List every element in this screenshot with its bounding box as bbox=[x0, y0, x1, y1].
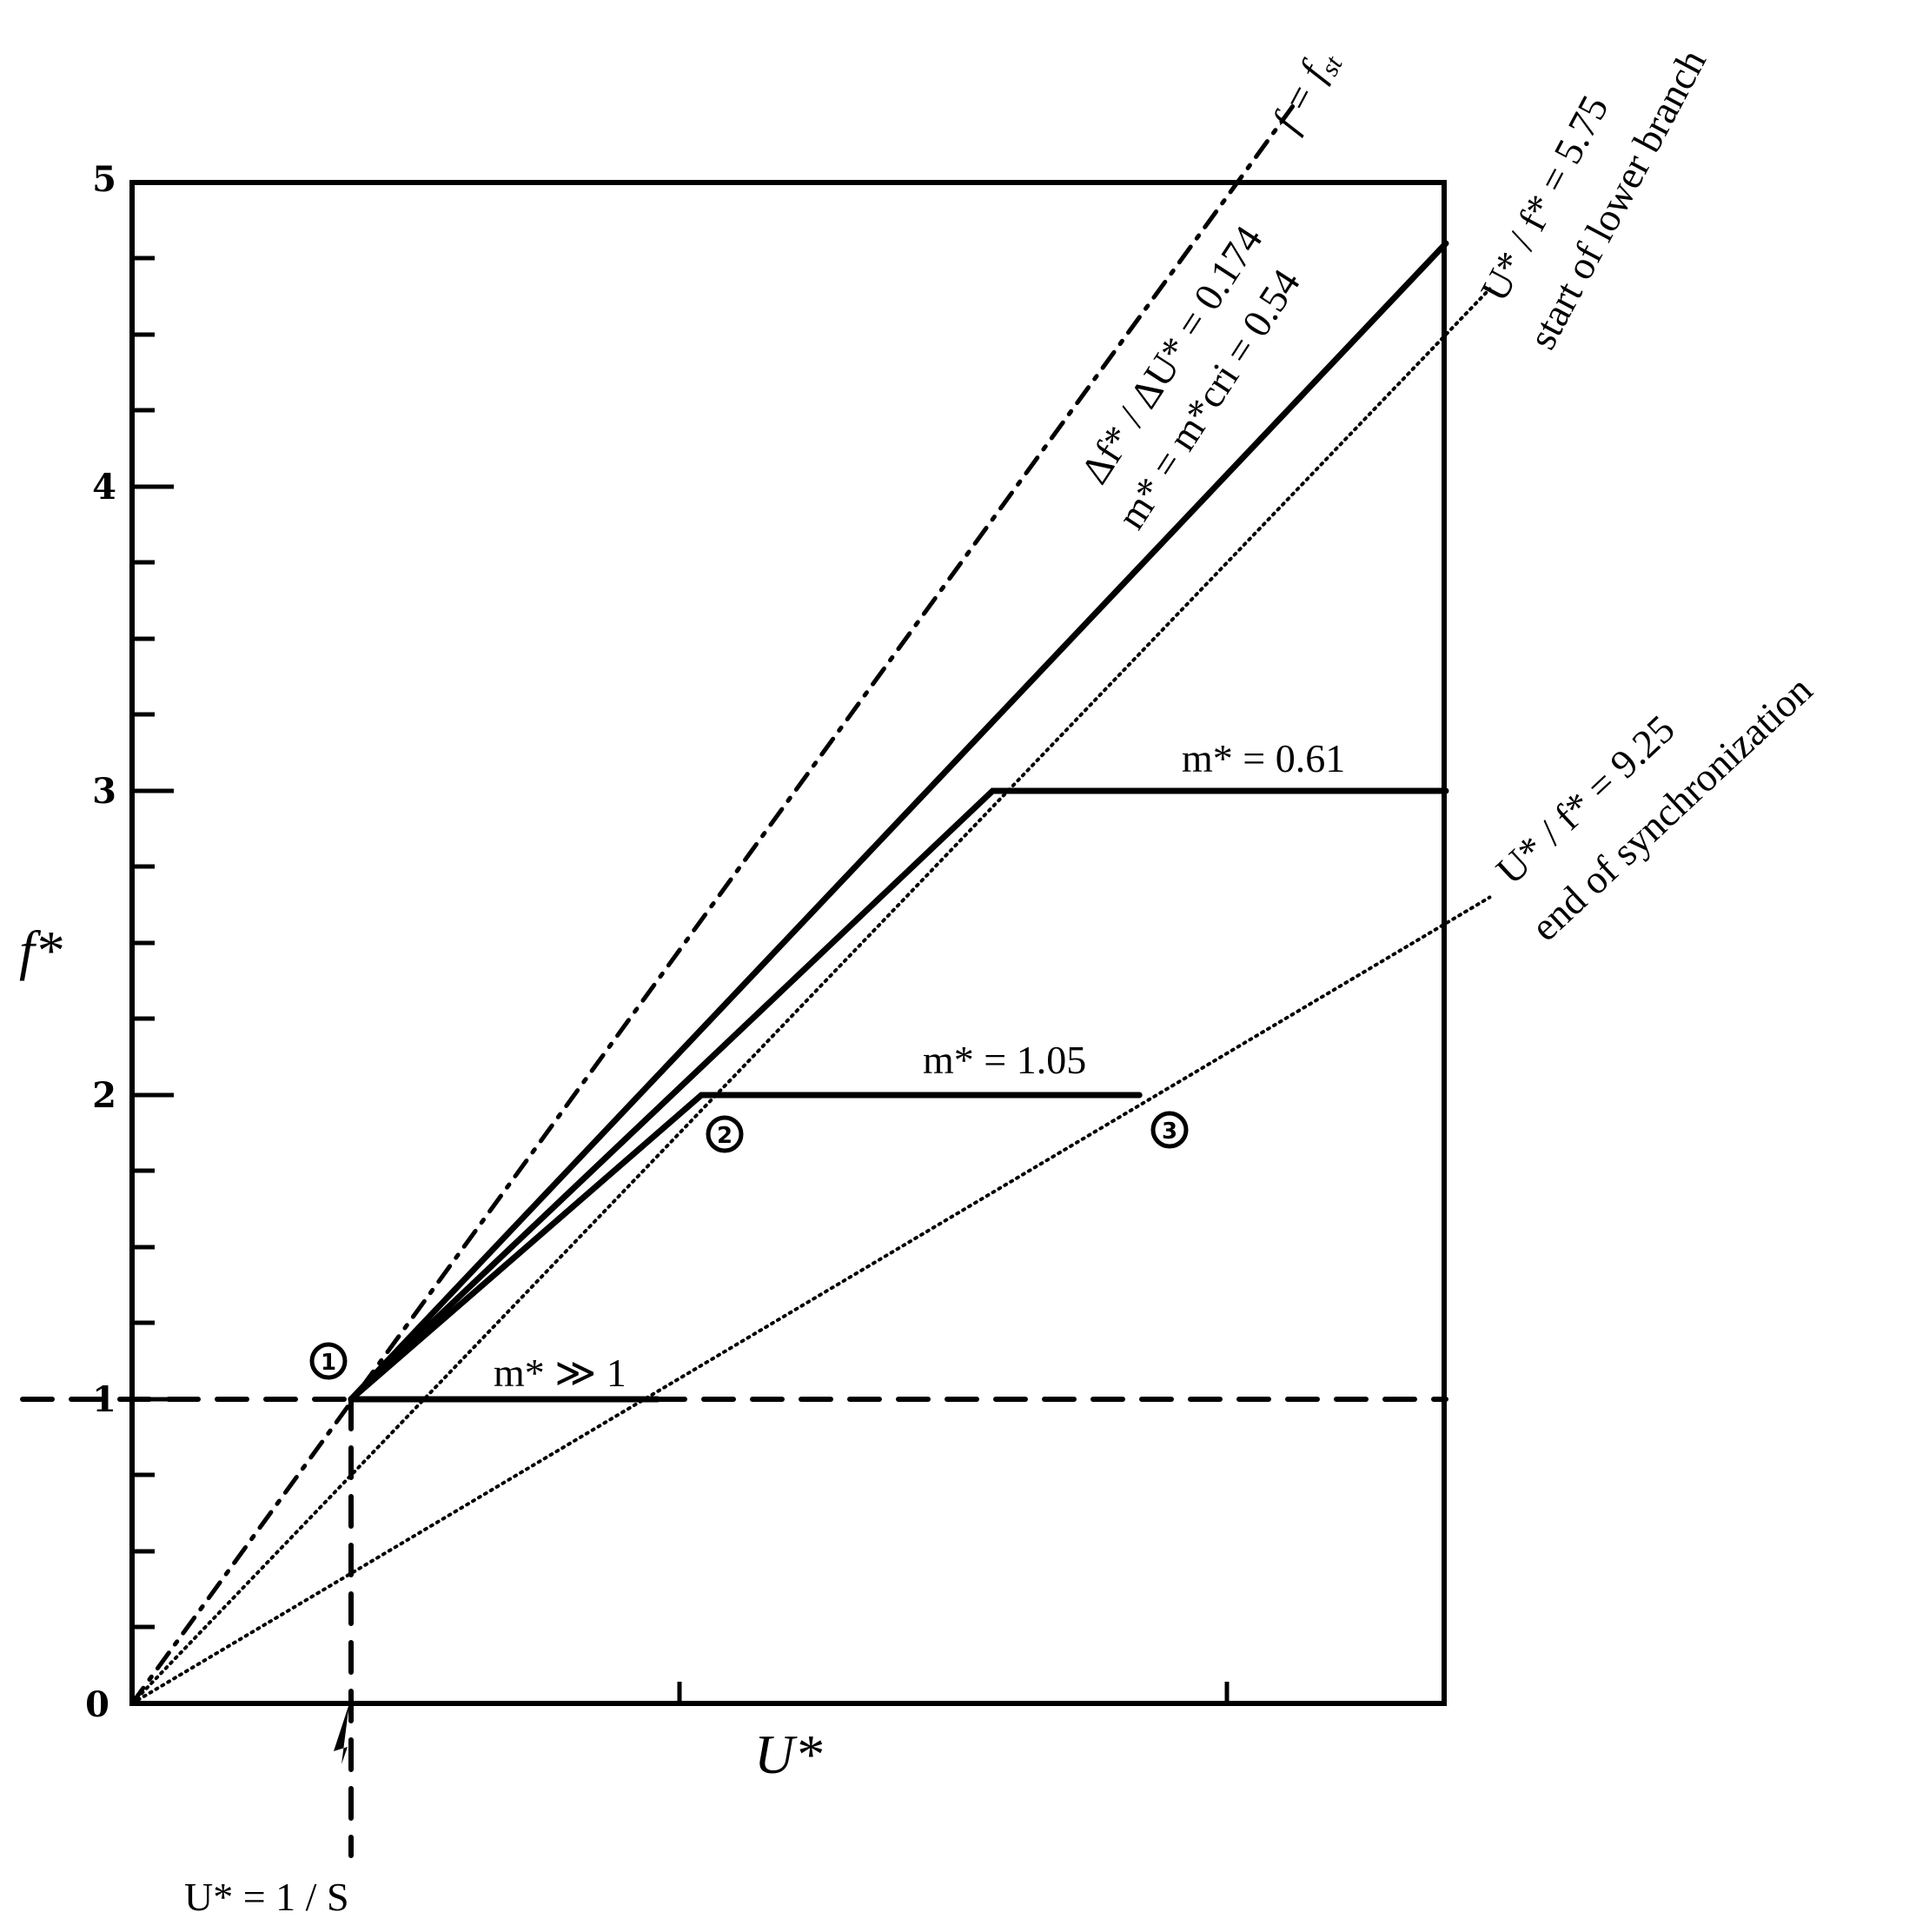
marker-2: 2 bbox=[706, 1115, 744, 1153]
series-line-1 bbox=[348, 240, 1449, 1403]
y-tick-label-3: 3 bbox=[92, 771, 116, 812]
y-tick-labels: 0 1 2 3 4 5 bbox=[85, 159, 116, 1725]
series-line-6 bbox=[130, 287, 1492, 1705]
y-axis-label: f* bbox=[19, 920, 63, 981]
mgg-annotation: m* ≫ 1 bbox=[494, 1351, 626, 1395]
y-tick-marks bbox=[132, 256, 174, 1706]
series-layer bbox=[20, 104, 1492, 1858]
m061-annotation: m* = 0.61 bbox=[1182, 736, 1345, 780]
fst-annotation: f = fst bbox=[1263, 41, 1349, 142]
series-line-0 bbox=[129, 104, 1296, 1706]
marker-1-label: 1 bbox=[321, 1350, 336, 1376]
marker-1: 1 bbox=[309, 1342, 348, 1380]
marker-3: 3 bbox=[1150, 1111, 1189, 1149]
x-axis-label: U* bbox=[754, 1723, 822, 1785]
svg-text:f = fst: f = fst bbox=[1263, 41, 1349, 142]
y-tick-label-2: 2 bbox=[92, 1075, 116, 1116]
y-tick-label-4: 4 bbox=[92, 467, 116, 508]
y-tick-label-5: 5 bbox=[92, 159, 116, 200]
marker-3-label: 3 bbox=[1162, 1119, 1177, 1145]
us-annotation: U* = 1 / S bbox=[184, 1875, 349, 1919]
y-tick-label-0: 0 bbox=[85, 1684, 109, 1725]
series-line-3 bbox=[348, 1092, 1143, 1403]
plot-frame bbox=[129, 180, 1447, 1706]
m105-annotation: m* = 1.05 bbox=[923, 1038, 1086, 1082]
series-line-7 bbox=[130, 895, 1492, 1705]
arrow-head bbox=[334, 1703, 349, 1764]
x-tick-marks bbox=[677, 1682, 1230, 1703]
marker-2-label: 2 bbox=[717, 1123, 732, 1149]
series-line-2 bbox=[348, 787, 1449, 1403]
